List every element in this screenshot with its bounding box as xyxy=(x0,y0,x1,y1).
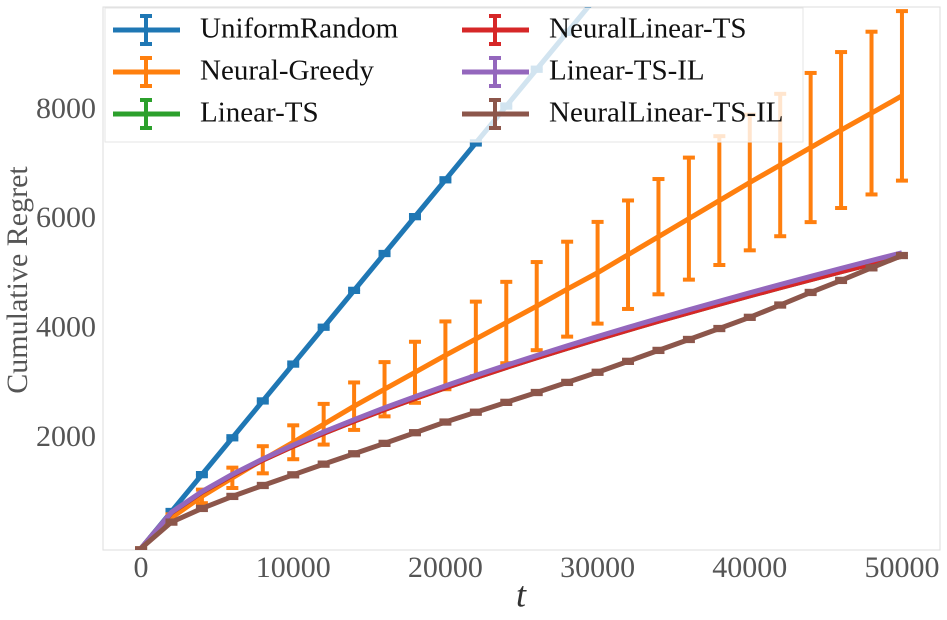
y-tick-label: 6000 xyxy=(36,201,96,234)
error-bar xyxy=(622,198,635,311)
error-bar xyxy=(469,408,482,416)
error-bar xyxy=(408,213,421,221)
error-bar xyxy=(804,70,817,225)
error-bar xyxy=(591,219,604,326)
x-tick-label: 40000 xyxy=(712,551,787,584)
error-bar xyxy=(195,471,208,479)
error-bar xyxy=(165,518,178,526)
series-line xyxy=(139,250,903,550)
error-bar xyxy=(561,378,574,387)
error-bar xyxy=(895,9,908,183)
error-bar xyxy=(226,434,239,442)
error-bar xyxy=(865,264,878,272)
error-bar xyxy=(287,471,300,479)
error-bar xyxy=(835,276,848,285)
error-bar xyxy=(408,339,421,405)
error-bar xyxy=(804,288,817,297)
legend-label: Neural-Greedy xyxy=(200,55,374,87)
y-tick-label: 2000 xyxy=(36,420,96,453)
error-bar xyxy=(652,346,665,355)
legend-item: Linear-TS xyxy=(113,97,319,130)
error-bar xyxy=(895,251,908,260)
error-bar xyxy=(348,286,361,295)
error-bar xyxy=(287,423,300,462)
error-bar xyxy=(682,155,695,282)
error-bar xyxy=(317,323,330,331)
error-bar xyxy=(500,398,513,406)
x-axis-label: t xyxy=(516,574,527,614)
legend: UniformRandom Neural-Greedy Linear-TS Neura… xyxy=(104,7,804,143)
error-bar xyxy=(378,439,391,448)
error-bar xyxy=(348,450,361,458)
x-tick-label: 0 xyxy=(134,551,149,584)
legend-item: Neural-Greedy xyxy=(113,55,374,88)
error-bar xyxy=(591,368,604,376)
error-bar xyxy=(287,360,300,368)
error-bar xyxy=(530,260,543,353)
error-bar xyxy=(195,504,208,513)
error-bar xyxy=(256,481,269,490)
legend-label: NeuralLinear-TS-IL xyxy=(549,97,784,129)
y-tick-label: 8000 xyxy=(36,92,96,125)
x-tick-label: 30000 xyxy=(560,551,635,584)
y-tick-label: 4000 xyxy=(36,311,96,344)
data-layer xyxy=(135,7,908,550)
error-bar xyxy=(378,249,391,258)
error-bar xyxy=(682,335,695,344)
legend-box xyxy=(104,7,804,143)
error-bar xyxy=(561,239,574,339)
x-tick-label: 10000 xyxy=(256,551,331,584)
legend-item: NeuralLinear-TS xyxy=(462,13,747,46)
error-bar xyxy=(622,357,635,365)
legend-item: Linear-TS-IL xyxy=(462,55,705,88)
legend-label: Linear-TS xyxy=(200,97,319,129)
error-bar xyxy=(439,418,452,426)
error-bar xyxy=(835,50,848,211)
x-tick-label: 50000 xyxy=(864,551,939,584)
error-bar xyxy=(530,388,543,397)
y-axis-label: Cumulative Regret xyxy=(1,166,34,394)
error-bar xyxy=(865,29,878,197)
error-bar xyxy=(256,397,269,405)
error-bar xyxy=(743,313,756,321)
legend-label: UniformRandom xyxy=(200,13,399,45)
error-bar xyxy=(317,460,330,468)
x-tick-label: 20000 xyxy=(408,551,483,584)
error-bar xyxy=(774,301,787,309)
error-bar xyxy=(652,177,665,297)
error-bar xyxy=(713,324,726,333)
legend-label: Linear-TS-IL xyxy=(549,55,705,87)
legend-label: NeuralLinear-TS xyxy=(549,13,747,45)
error-bar xyxy=(408,429,421,437)
legend-item: NeuralLinear-TS-IL xyxy=(462,97,784,130)
error-bar xyxy=(439,176,452,184)
legend-item: UniformRandom xyxy=(113,13,399,46)
error-bar xyxy=(317,401,330,447)
error-bar xyxy=(226,492,239,501)
